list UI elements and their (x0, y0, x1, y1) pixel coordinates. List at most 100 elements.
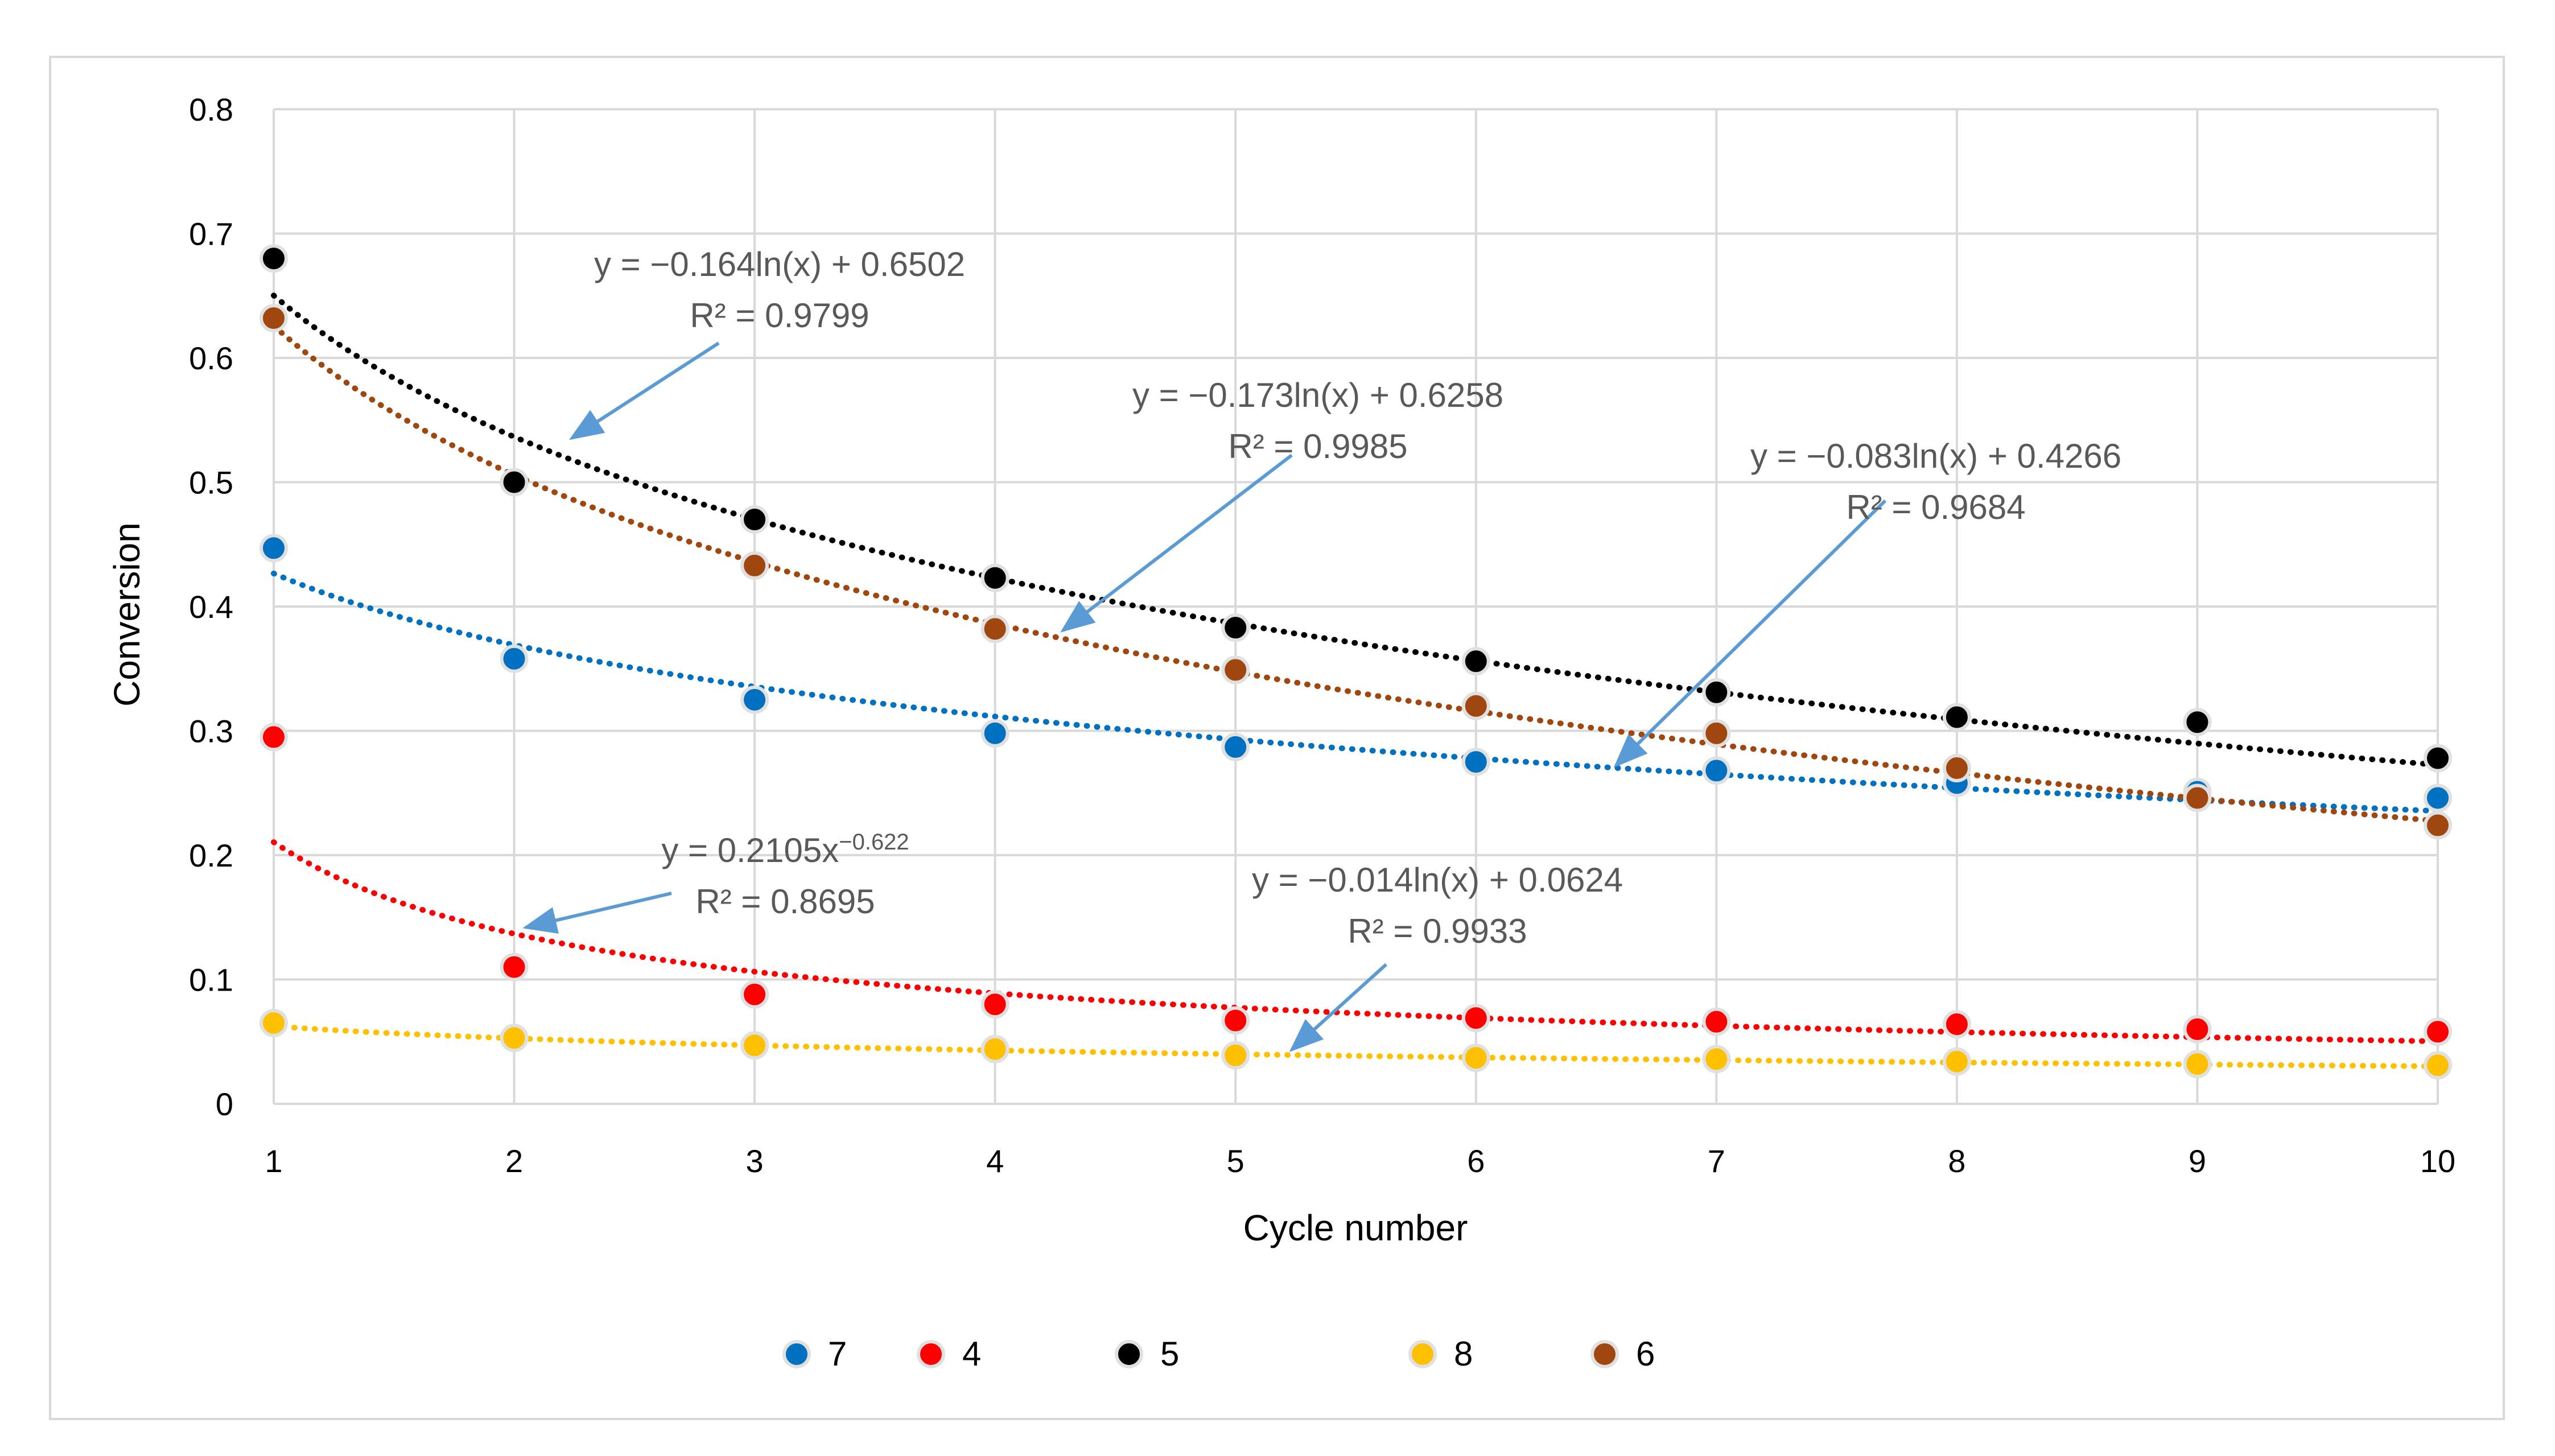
annotation-series-4: y = 0.2105x−0.622 R² = 0.8695 (661, 830, 909, 921)
point-series-5 (259, 244, 288, 273)
point-series-8 (2183, 1050, 2212, 1079)
point-series-8 (1221, 1041, 1250, 1070)
annotation-series-6: y = −0.173ln(x) + 0.6258 R² = 0.9985 (1132, 376, 1503, 465)
point-series-4 (2424, 1017, 2452, 1046)
point-series-5 (500, 468, 529, 497)
x-tick-label: 4 (986, 1143, 1004, 1179)
legend: 7 4 5 8 6 (782, 1335, 1655, 1373)
point-series-6 (740, 551, 769, 580)
legend-marker (1590, 1340, 1619, 1368)
point-series-4 (500, 952, 529, 981)
y-tick-label: 0.1 (189, 962, 233, 998)
annotation-arrow (1289, 963, 1388, 1053)
x-tick-label: 9 (2189, 1143, 2206, 1179)
point-series-7 (259, 534, 288, 563)
legend-item-5: 5 (1115, 1335, 1179, 1373)
trendline-series-5 (271, 292, 2441, 768)
point-series-7 (980, 719, 1009, 748)
x-tick-label: 7 (1708, 1143, 1725, 1179)
x-axis-title: Cycle number (1243, 1207, 1468, 1248)
annotation-series-5: y = −0.164ln(x) + 0.6502 R² = 0.9799 (594, 245, 965, 335)
y-tick-label: 0.8 (189, 92, 233, 127)
point-series-6 (2424, 811, 2452, 840)
point-series-5 (1942, 703, 1971, 732)
annotation-r2: R² = 0.9684 (1846, 488, 2025, 526)
x-tick-label: 3 (746, 1143, 764, 1179)
point-series-7 (740, 685, 769, 714)
legend-marker (917, 1340, 945, 1368)
y-axis-title: Conversion (106, 522, 147, 707)
point-series-5 (1461, 647, 1490, 676)
point-series-6 (1461, 691, 1490, 720)
annotation-series-7: y = −0.083ln(x) + 0.4266 R² = 0.9684 (1750, 437, 2121, 526)
y-tick-label: 0.7 (189, 216, 233, 252)
annotation-r2: R² = 0.9985 (1228, 427, 1407, 465)
x-tick-label: 6 (1467, 1143, 1485, 1179)
annotation-equation-base: y = 0.2105x (661, 831, 839, 869)
y-tick-label: 0.6 (189, 340, 233, 376)
chart-frame (49, 56, 2505, 1420)
annotation-arrow (522, 892, 672, 934)
point-series-8 (500, 1024, 529, 1053)
annotation-equation: y = −0.164ln(x) + 0.6502 (594, 245, 965, 283)
point-series-6 (1702, 719, 1731, 748)
point-series-8 (1702, 1045, 1731, 1074)
point-series-5 (740, 505, 769, 534)
x-tick-label: 10 (2420, 1143, 2455, 1179)
x-tick-label: 1 (265, 1143, 282, 1179)
x-tick-label: 2 (505, 1143, 523, 1179)
point-series-5 (1702, 678, 1731, 707)
trendline-series-7 (271, 570, 2441, 814)
annotation-arrow (1060, 453, 1293, 633)
point-series-4 (259, 723, 288, 752)
x-axis-ticks: 1 2 3 4 5 6 7 8 9 10 (265, 1143, 2455, 1179)
legend-marker (1115, 1340, 1143, 1368)
legend-label: 4 (962, 1335, 981, 1373)
annotation-series-8: y = −0.014ln(x) + 0.0624 R² = 0.9933 (1252, 861, 1623, 950)
y-tick-label: 0.5 (189, 465, 233, 501)
point-series-4 (1942, 1010, 1971, 1039)
point-series-8 (1942, 1047, 1971, 1076)
legend-label: 5 (1160, 1335, 1179, 1373)
annotation-r2: R² = 0.9933 (1347, 912, 1527, 950)
annotation-arrows (522, 341, 1887, 1053)
y-tick-label: 0.2 (189, 838, 233, 873)
point-series-7 (1702, 756, 1731, 785)
legend-marker (1408, 1340, 1437, 1368)
annotation-equation: y = 0.2105x−0.622 (661, 830, 909, 869)
point-series-7 (2424, 783, 2452, 812)
trendline-series-4 (271, 839, 2441, 1045)
legend-item-8: 8 (1408, 1335, 1473, 1373)
point-series-7 (1461, 748, 1490, 777)
point-series-5 (2183, 708, 2212, 737)
point-series-6 (1221, 655, 1250, 684)
point-series-5 (1221, 613, 1250, 642)
annotation-equation: y = −0.014ln(x) + 0.0624 (1252, 861, 1623, 899)
annotation-equation-exponent: −0.622 (839, 830, 909, 855)
legend-item-7: 7 (782, 1335, 847, 1373)
y-tick-label: 0 (216, 1086, 233, 1122)
point-series-5 (2424, 744, 2452, 773)
point-series-7 (500, 644, 529, 673)
legend-item-6: 6 (1590, 1335, 1655, 1373)
trendlines (271, 292, 2441, 1070)
data-points (259, 244, 2452, 1080)
legend-marker (782, 1340, 811, 1368)
point-series-4 (740, 980, 769, 1009)
annotation-equation: y = −0.173ln(x) + 0.6258 (1132, 376, 1503, 414)
point-series-8 (980, 1034, 1009, 1063)
annotation-arrow (1613, 499, 1887, 768)
point-series-8 (1461, 1043, 1490, 1073)
y-tick-label: 0.4 (189, 589, 233, 625)
point-series-7 (1221, 732, 1250, 761)
x-tick-label: 8 (1948, 1143, 1965, 1179)
annotation-r2: R² = 0.8695 (695, 882, 875, 921)
gridlines (273, 108, 2439, 1105)
y-tick-label: 0.3 (189, 713, 233, 749)
legend-item-4: 4 (917, 1335, 981, 1373)
point-series-8 (259, 1008, 288, 1037)
trendline-series-8 (271, 1023, 2441, 1070)
point-series-8 (740, 1031, 769, 1060)
point-series-5 (980, 563, 1009, 592)
